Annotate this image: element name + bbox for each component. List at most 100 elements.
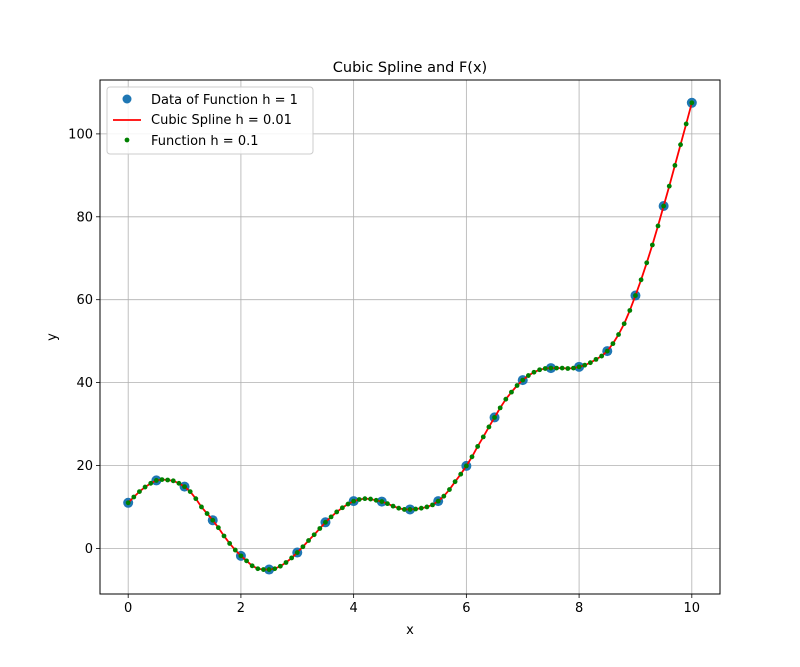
- legend-label-function: Function h = 0.1: [151, 134, 259, 149]
- function-point: [463, 463, 469, 469]
- function-point: [649, 242, 655, 248]
- function-point: [514, 383, 520, 388]
- y-axis-label: y: [45, 333, 60, 341]
- function-point: [153, 478, 159, 483]
- function-point: [520, 377, 526, 383]
- function-point: [452, 479, 458, 485]
- function-point: [221, 533, 227, 539]
- grid-lines: [100, 80, 720, 594]
- function-point: [655, 223, 661, 229]
- function-point: [593, 356, 599, 362]
- function-point: [503, 396, 509, 402]
- function-point: [582, 362, 588, 368]
- function-point: [379, 499, 385, 504]
- y-tick-label: 100: [68, 127, 93, 142]
- function-point: [497, 405, 503, 411]
- function-point: [317, 526, 323, 531]
- legend-marker-function: [124, 137, 130, 143]
- legend-marker-data: [122, 94, 132, 104]
- function-point: [469, 454, 475, 460]
- function-point: [678, 142, 683, 148]
- function-point: [125, 500, 131, 506]
- function-point: [447, 487, 452, 492]
- function-point: [210, 517, 216, 523]
- function-point: [199, 504, 204, 510]
- function-point: [683, 121, 689, 127]
- function-point: [255, 566, 261, 572]
- function-point: [142, 484, 148, 490]
- function-point: [396, 505, 402, 511]
- x-tick-label: 2: [237, 601, 245, 616]
- x-axis: 0 2 4 6 8 10: [124, 594, 700, 616]
- function-point: [571, 365, 576, 371]
- function-point: [368, 496, 373, 502]
- function-point: [638, 277, 644, 283]
- function-point: [576, 364, 582, 370]
- function-point: [204, 511, 210, 516]
- x-tick-label: 10: [684, 601, 701, 616]
- function-point: [311, 532, 317, 538]
- function-point: [345, 501, 351, 507]
- function-point: [351, 498, 357, 504]
- function-point: [244, 558, 249, 564]
- legend: Data of Function h = 1 Cubic Spline h = …: [106, 86, 314, 155]
- function-point: [689, 100, 695, 106]
- function-point: [277, 563, 283, 569]
- function-point: [187, 489, 193, 495]
- plot-area: [123, 97, 697, 575]
- function-point: [492, 415, 497, 420]
- function-point: [334, 509, 340, 515]
- function-point: [672, 162, 678, 168]
- plot-frame: [99, 79, 721, 595]
- function-point: [159, 477, 165, 482]
- function-point: [294, 550, 300, 555]
- function-point: [644, 260, 650, 266]
- function-point: [215, 525, 221, 531]
- x-tick-label: 0: [124, 601, 132, 616]
- function-point: [193, 496, 199, 502]
- x-tick-label: 8: [575, 601, 583, 616]
- function-point: [413, 506, 419, 512]
- function-point: [182, 484, 187, 490]
- function-point: [599, 353, 605, 359]
- x-axis-label: x: [406, 623, 414, 638]
- function-point: [430, 502, 435, 508]
- function-point: [627, 308, 633, 313]
- function-point: [621, 321, 627, 327]
- function-point: [587, 360, 593, 366]
- function-point: [373, 497, 379, 503]
- function-point: [604, 348, 610, 354]
- function-point: [300, 544, 306, 550]
- chart-title: Cubic Spline and F(x): [333, 60, 487, 76]
- function-point: [289, 555, 295, 561]
- function-point: [176, 480, 182, 486]
- function-point: [238, 553, 244, 559]
- function-point: [509, 389, 514, 395]
- function-point: [328, 514, 334, 520]
- function-point: [131, 494, 137, 500]
- y-tick-label: 80: [76, 210, 93, 225]
- x-tick-label: 6: [462, 601, 470, 616]
- function-point: [661, 203, 667, 209]
- y-tick-label: 20: [76, 459, 93, 474]
- function-point: [559, 365, 565, 371]
- function-point: [266, 567, 272, 572]
- function-point: [407, 507, 413, 512]
- function-point: [548, 365, 554, 371]
- x-tick-label: 4: [349, 601, 357, 616]
- y-tick-label: 40: [76, 376, 93, 391]
- function-point: [610, 341, 616, 347]
- legend-label-data: Data of Function h = 1: [151, 93, 298, 108]
- legend-label-spline: Cubic Spline h = 0.01: [151, 113, 292, 128]
- function-point: [537, 367, 543, 373]
- series-layer: [123, 97, 697, 575]
- function-point: [390, 503, 396, 509]
- function-point: [165, 477, 171, 483]
- function-point: [475, 444, 481, 449]
- function-point: [542, 366, 548, 371]
- function-point: [531, 369, 537, 375]
- function-point: [283, 560, 289, 565]
- function-point: [362, 496, 368, 502]
- function-point: [418, 505, 424, 511]
